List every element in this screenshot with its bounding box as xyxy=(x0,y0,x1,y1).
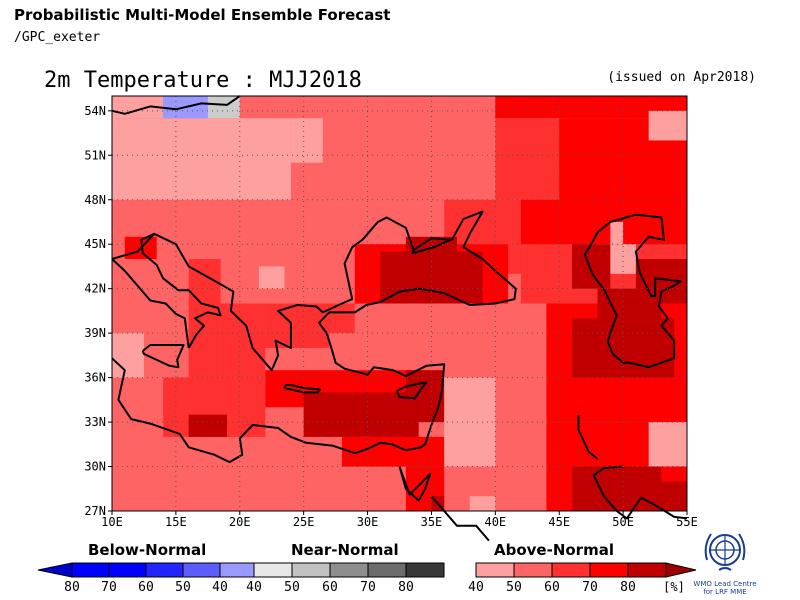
prob-cell xyxy=(635,481,687,511)
lon-tick-label: 45E xyxy=(548,515,570,529)
legend-above-label: 60 xyxy=(544,580,560,595)
prob-cell xyxy=(610,221,624,245)
legend-below-label: 70 xyxy=(101,580,117,595)
legend-above-label: 40 xyxy=(468,580,484,595)
lat-tick-label: 54N xyxy=(84,104,106,118)
legend-near-label: 80 xyxy=(398,580,414,595)
legend-below-title-wrap: Below-Normal xyxy=(88,540,206,559)
lon-tick-label: 40E xyxy=(484,515,506,529)
lat-tick-label: 36N xyxy=(84,371,106,385)
legend-below-arrow xyxy=(37,562,73,578)
legend-above-title: Above-Normal xyxy=(494,541,614,559)
coastline xyxy=(141,344,185,369)
lon-tick-label: 35E xyxy=(421,515,443,529)
legend-near-swatch xyxy=(329,562,369,578)
prob-cell xyxy=(188,259,221,378)
legend-below-label: 50 xyxy=(175,580,191,595)
legend-near-swatch xyxy=(367,562,407,578)
legend-above-label: 50 xyxy=(506,580,522,595)
legend-near-label: 40 xyxy=(246,580,262,595)
lat-tick-label: 45N xyxy=(84,237,106,251)
prob-cell xyxy=(469,496,496,511)
prob-cell xyxy=(112,118,291,200)
prob-cell xyxy=(495,362,547,467)
coastline xyxy=(111,95,241,115)
prob-cell xyxy=(380,251,483,304)
prob-cell xyxy=(112,333,144,378)
wmo-logo-caption: WMO Lead Centre for LRF MME xyxy=(693,580,757,596)
prob-cell xyxy=(444,333,496,378)
legend-above-swatch xyxy=(513,562,553,578)
wmo-logo: WMO Lead Centre for LRF MME xyxy=(692,526,758,596)
coastline xyxy=(111,210,517,464)
legend-above-swatch xyxy=(551,562,591,578)
figure-subtitle: /GPC_exeter xyxy=(14,30,101,45)
prob-cell xyxy=(405,370,445,423)
legend-near-swatch xyxy=(253,562,293,578)
legend-below-swatch xyxy=(145,562,184,578)
prob-cell xyxy=(258,266,285,289)
prob-cell xyxy=(648,110,687,141)
coastline xyxy=(141,290,190,349)
map-frame xyxy=(111,95,688,512)
prob-cell xyxy=(188,414,227,437)
coastline xyxy=(577,414,599,460)
lon-tick-label: 15E xyxy=(165,515,187,529)
wmo-emblem-icon xyxy=(704,533,746,571)
legend-near-swatch xyxy=(405,562,445,578)
legend-above-label: 70 xyxy=(582,580,598,595)
prob-cell xyxy=(303,392,419,437)
legend-above-unit: [%] xyxy=(663,580,685,594)
lat-tick-label: 48N xyxy=(84,193,106,207)
lat-tick-label: 27N xyxy=(84,504,106,518)
prob-cell xyxy=(290,118,323,163)
lon-tick-label: 55E xyxy=(676,515,698,529)
legend-near-label: 60 xyxy=(322,580,338,595)
lon-tick-label: 50E xyxy=(612,515,634,529)
coastline xyxy=(140,232,222,349)
legend-above-arrow xyxy=(665,562,697,578)
coastline xyxy=(111,258,144,293)
lon-tick-label: 25E xyxy=(293,515,315,529)
lon-tick-label: 20E xyxy=(229,515,251,529)
prob-cell xyxy=(648,422,687,467)
legend-near-label: 70 xyxy=(360,580,376,595)
legend-near-title: Near-Normal xyxy=(291,541,399,559)
legend-below-label: 60 xyxy=(138,580,154,595)
prob-cell xyxy=(495,96,687,119)
legend-above-swatch xyxy=(475,562,515,578)
lat-tick-label: 51N xyxy=(84,148,106,162)
legend-above-label: 80 xyxy=(620,580,636,595)
legend-above-title-wrap: Above-Normal xyxy=(494,540,614,559)
legend-above-swatch xyxy=(589,562,629,578)
coastline xyxy=(398,466,432,502)
legend-below-swatch xyxy=(108,562,147,578)
lon-tick-label: 30E xyxy=(357,515,379,529)
legend-above-swatch xyxy=(627,562,667,578)
legend-below-title: Below-Normal xyxy=(88,541,207,559)
legend-near-title-wrap: Near-Normal xyxy=(291,540,399,559)
legend-below-label: 80 xyxy=(64,580,80,595)
coastline xyxy=(411,238,452,255)
legend-below-label: 40 xyxy=(212,580,228,595)
prob-cell xyxy=(220,303,266,378)
legend-below-swatch xyxy=(182,562,221,578)
legend-below-swatch xyxy=(71,562,110,578)
lat-tick-label: 42N xyxy=(84,282,106,296)
issued-date: (issued on Apr2018) xyxy=(607,70,756,85)
lon-tick-label: 10E xyxy=(101,515,123,529)
map-title: 2m Temperature : MJJ2018 xyxy=(44,68,362,93)
prob-cell xyxy=(112,96,164,119)
legend-below-swatch xyxy=(219,562,258,578)
legend-near-swatch xyxy=(291,562,331,578)
coastline xyxy=(395,381,428,400)
lat-tick-label: 33N xyxy=(84,415,106,429)
lat-tick-label: 39N xyxy=(84,326,106,340)
prob-cell xyxy=(572,244,611,289)
figure-title: Probabilistic Multi-Model Ensemble Forec… xyxy=(14,6,391,24)
legend-near-label: 50 xyxy=(284,580,300,595)
coastline xyxy=(283,384,322,394)
lat-tick-label: 30N xyxy=(84,460,106,474)
